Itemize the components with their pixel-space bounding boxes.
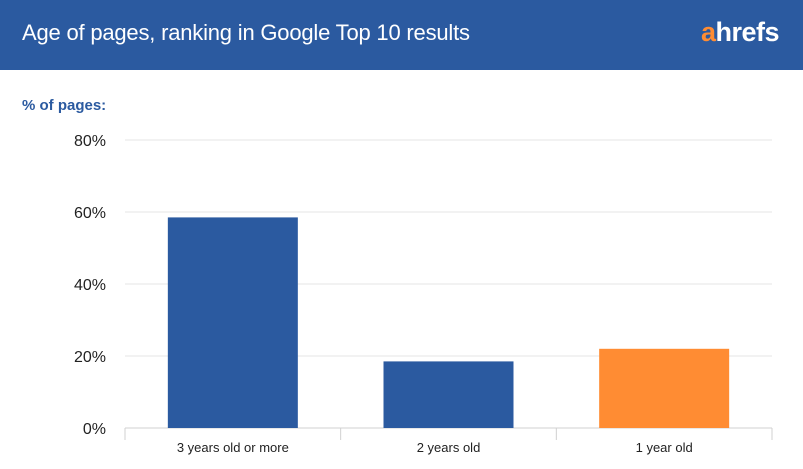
ahrefs-logo: ahrefs — [700, 17, 780, 48]
logo-letters-rest: hrefs — [715, 17, 779, 47]
chart-title: Age of pages, ranking in Google Top 10 r… — [22, 20, 470, 45]
y-tick-label: 40% — [74, 277, 106, 294]
x-tick-label: 3 years old or more — [177, 440, 289, 455]
y-tick-label: 80% — [74, 133, 106, 150]
logo-letter-a: a — [700, 17, 716, 47]
y-tick-label: 0% — [83, 421, 106, 438]
y-tick-label: 20% — [74, 349, 106, 366]
y-axis-label: % of pages: — [22, 97, 107, 114]
x-tick-label: 2 years old — [417, 440, 481, 455]
y-tick-label: 60% — [74, 205, 106, 222]
x-tick-label: 1 year old — [636, 440, 693, 455]
bar — [599, 348, 730, 428]
chart-header: Age of pages, ranking in Google Top 10 r… — [0, 0, 803, 70]
bar — [383, 361, 514, 428]
bar — [167, 217, 298, 428]
